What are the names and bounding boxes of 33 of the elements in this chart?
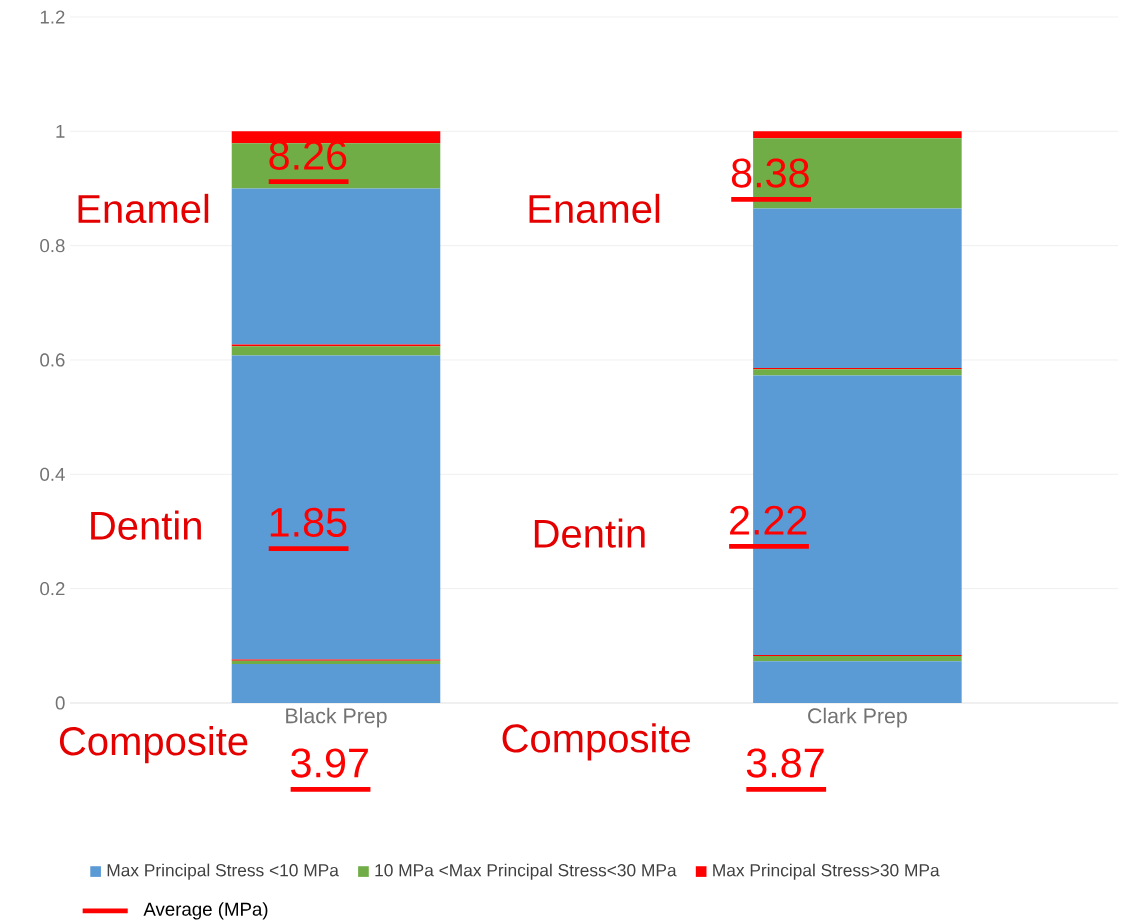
- legend-label: 10 MPa <Max Principal Stress<30 MPa: [375, 863, 677, 880]
- bar: [231, 143, 441, 189]
- bar: [753, 661, 962, 703]
- bar: [231, 346, 441, 356]
- annotation: 1.85: [270, 507, 347, 537]
- y-tick-label: 0: [55, 696, 65, 710]
- bar: [753, 208, 962, 368]
- bar: [231, 355, 441, 660]
- x-tick-label: Clark Prep: [808, 707, 907, 728]
- text: 3.97: [291, 748, 368, 778]
- text: 3.87: [746, 748, 824, 778]
- annotation: Enamel: [529, 193, 660, 224]
- annotation: Dentin: [91, 510, 201, 540]
- y-tick-label: 0.2: [40, 582, 65, 596]
- bar: [231, 188, 441, 345]
- legend-label: Max Principal Stress>30 MPa: [713, 863, 940, 880]
- annotation: Enamel: [78, 193, 209, 224]
- bar: [231, 131, 441, 144]
- legend-label: Max Principal Stress <10 MPa: [107, 863, 339, 880]
- y-tick-label: 1: [56, 124, 65, 138]
- y-tick-label: 0.8: [40, 239, 65, 253]
- x-tick-label: Black Prep: [286, 707, 387, 728]
- annotation: Dentin: [534, 518, 645, 548]
- text: Composite: [59, 726, 248, 764]
- y-tick-label: 0.4: [40, 467, 65, 481]
- y-tick-label: 0.6: [40, 353, 65, 367]
- text: Composite: [502, 723, 690, 761]
- text: Average (MPa): [143, 902, 268, 920]
- bar: [753, 131, 962, 139]
- y-tick-label: 1.2: [40, 10, 65, 24]
- bar: [231, 664, 441, 703]
- bar: [753, 656, 962, 662]
- bar: [753, 369, 962, 376]
